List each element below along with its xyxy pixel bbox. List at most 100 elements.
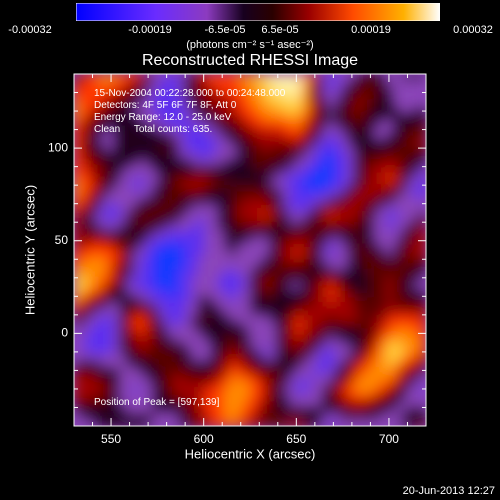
heatmap-cell bbox=[184, 74, 193, 82]
heatmap-cell bbox=[250, 74, 258, 82]
heatmap-cell bbox=[367, 126, 375, 134]
heatmap-cell bbox=[328, 360, 336, 369]
heatmap-cell bbox=[406, 93, 414, 101]
heatmap-cell bbox=[132, 152, 140, 160]
heatmap-cell bbox=[204, 354, 212, 362]
heatmap-cell bbox=[145, 315, 153, 323]
heatmap-area bbox=[74, 74, 426, 426]
heatmap-cell bbox=[250, 139, 258, 147]
heatmap-cell bbox=[243, 360, 251, 369]
heatmap-cell bbox=[158, 165, 166, 173]
heatmap-cell bbox=[210, 328, 219, 336]
heatmap-cell bbox=[295, 171, 303, 179]
heatmap-cell bbox=[419, 367, 426, 375]
heatmap-cell bbox=[87, 347, 95, 355]
heatmap-cell bbox=[367, 250, 375, 258]
heatmap-cell bbox=[80, 119, 88, 127]
heatmap-cell bbox=[354, 132, 362, 140]
heatmap-cell bbox=[412, 399, 421, 408]
heatmap-cell bbox=[419, 230, 426, 238]
heatmap-cell bbox=[178, 152, 186, 160]
heatmap-cell bbox=[230, 302, 238, 310]
heatmap-cell bbox=[152, 302, 160, 310]
heatmap-cell bbox=[100, 341, 108, 349]
heatmap-cell bbox=[334, 399, 342, 408]
heatmap-cell bbox=[321, 354, 329, 362]
heatmap-cell bbox=[386, 217, 395, 225]
heatmap-cell bbox=[243, 263, 251, 271]
heatmap-cell bbox=[158, 106, 166, 114]
heatmap-cell bbox=[223, 354, 232, 362]
heatmap-cell bbox=[250, 171, 258, 179]
heatmap-cell bbox=[106, 119, 114, 127]
heatmap-cell bbox=[380, 360, 388, 369]
heatmap-cell bbox=[315, 412, 323, 421]
heatmap-cell bbox=[269, 243, 277, 251]
heatmap-cell bbox=[250, 263, 258, 271]
heatmap-cell bbox=[236, 217, 245, 225]
heatmap-cell bbox=[106, 74, 114, 82]
heatmap-cell bbox=[419, 269, 426, 277]
heatmap-cell bbox=[360, 315, 369, 323]
heatmap-cell bbox=[165, 184, 173, 193]
heatmap-cell bbox=[217, 113, 225, 121]
heatmap-cell bbox=[302, 328, 310, 336]
heatmap-cell bbox=[204, 276, 212, 284]
heatmap-cell bbox=[243, 321, 251, 329]
heatmap-cell bbox=[178, 106, 186, 114]
heatmap-cell bbox=[243, 126, 251, 134]
heatmap-cell bbox=[223, 373, 232, 382]
heatmap-cell bbox=[341, 393, 349, 401]
heatmap-cell bbox=[152, 197, 160, 206]
heatmap-cell bbox=[171, 74, 179, 82]
heatmap-cell bbox=[334, 126, 342, 134]
heatmap-cell bbox=[347, 236, 355, 245]
heatmap-cell bbox=[289, 210, 297, 219]
time-range-annotation: 15-Nov-2004 00:22:28.000 to 00:24:48.000 bbox=[94, 88, 286, 99]
heatmap-cell bbox=[302, 334, 310, 342]
heatmap-cell bbox=[158, 289, 166, 297]
heatmap-cell bbox=[87, 178, 95, 186]
heatmap-cell bbox=[171, 347, 179, 355]
heatmap-cell bbox=[87, 152, 95, 160]
heatmap-cell bbox=[354, 178, 362, 186]
heatmap-cell bbox=[282, 289, 290, 297]
heatmap-cell bbox=[178, 139, 186, 147]
heatmap-cell bbox=[236, 132, 245, 140]
heatmap-cell bbox=[152, 347, 160, 355]
heatmap-cell bbox=[289, 406, 297, 414]
heatmap-cell bbox=[393, 197, 401, 206]
heatmap-cell bbox=[354, 360, 362, 369]
heatmap-cell bbox=[315, 100, 323, 108]
heatmap-cell bbox=[406, 263, 414, 271]
heatmap-cell bbox=[347, 347, 355, 355]
heatmap-cell bbox=[250, 230, 258, 238]
heatmap-cell bbox=[419, 113, 426, 121]
heatmap-cell bbox=[360, 113, 369, 121]
heatmap-cell bbox=[171, 210, 179, 219]
heatmap-cell bbox=[373, 328, 382, 336]
heatmap-cell bbox=[106, 178, 114, 186]
heatmap-cell bbox=[184, 106, 193, 114]
heatmap-cell bbox=[126, 412, 134, 421]
heatmap-cell bbox=[328, 93, 336, 101]
heatmap-cell bbox=[399, 269, 408, 277]
heatmap-cell bbox=[263, 360, 271, 369]
heatmap-cell bbox=[158, 145, 166, 153]
heatmap-cell bbox=[145, 119, 153, 127]
heatmap-cell bbox=[87, 308, 95, 316]
heatmap-cell bbox=[341, 406, 349, 414]
heatmap-cell bbox=[243, 223, 251, 232]
heatmap-cell bbox=[191, 263, 199, 271]
heatmap-cell bbox=[197, 399, 206, 408]
heatmap-cell bbox=[412, 328, 421, 336]
heatmap-cell bbox=[256, 419, 264, 426]
heatmap-cell bbox=[113, 386, 121, 395]
heatmap-cell bbox=[106, 393, 114, 401]
heatmap-cell bbox=[347, 406, 355, 414]
heatmap-cell bbox=[315, 276, 323, 284]
heatmap-cell bbox=[386, 295, 395, 303]
heatmap-cell bbox=[380, 74, 388, 82]
heatmap-cell bbox=[347, 315, 355, 323]
heatmap-cell bbox=[178, 334, 186, 342]
